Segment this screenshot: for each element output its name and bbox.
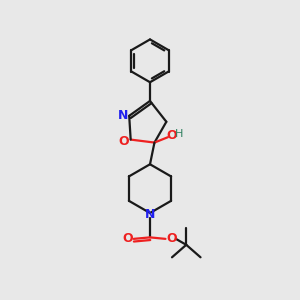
Text: O: O: [122, 232, 133, 245]
Text: N: N: [145, 208, 155, 221]
Text: H: H: [175, 129, 183, 139]
Text: O: O: [166, 232, 177, 245]
Text: O: O: [166, 129, 177, 142]
Text: O: O: [119, 135, 130, 148]
Text: N: N: [118, 109, 128, 122]
